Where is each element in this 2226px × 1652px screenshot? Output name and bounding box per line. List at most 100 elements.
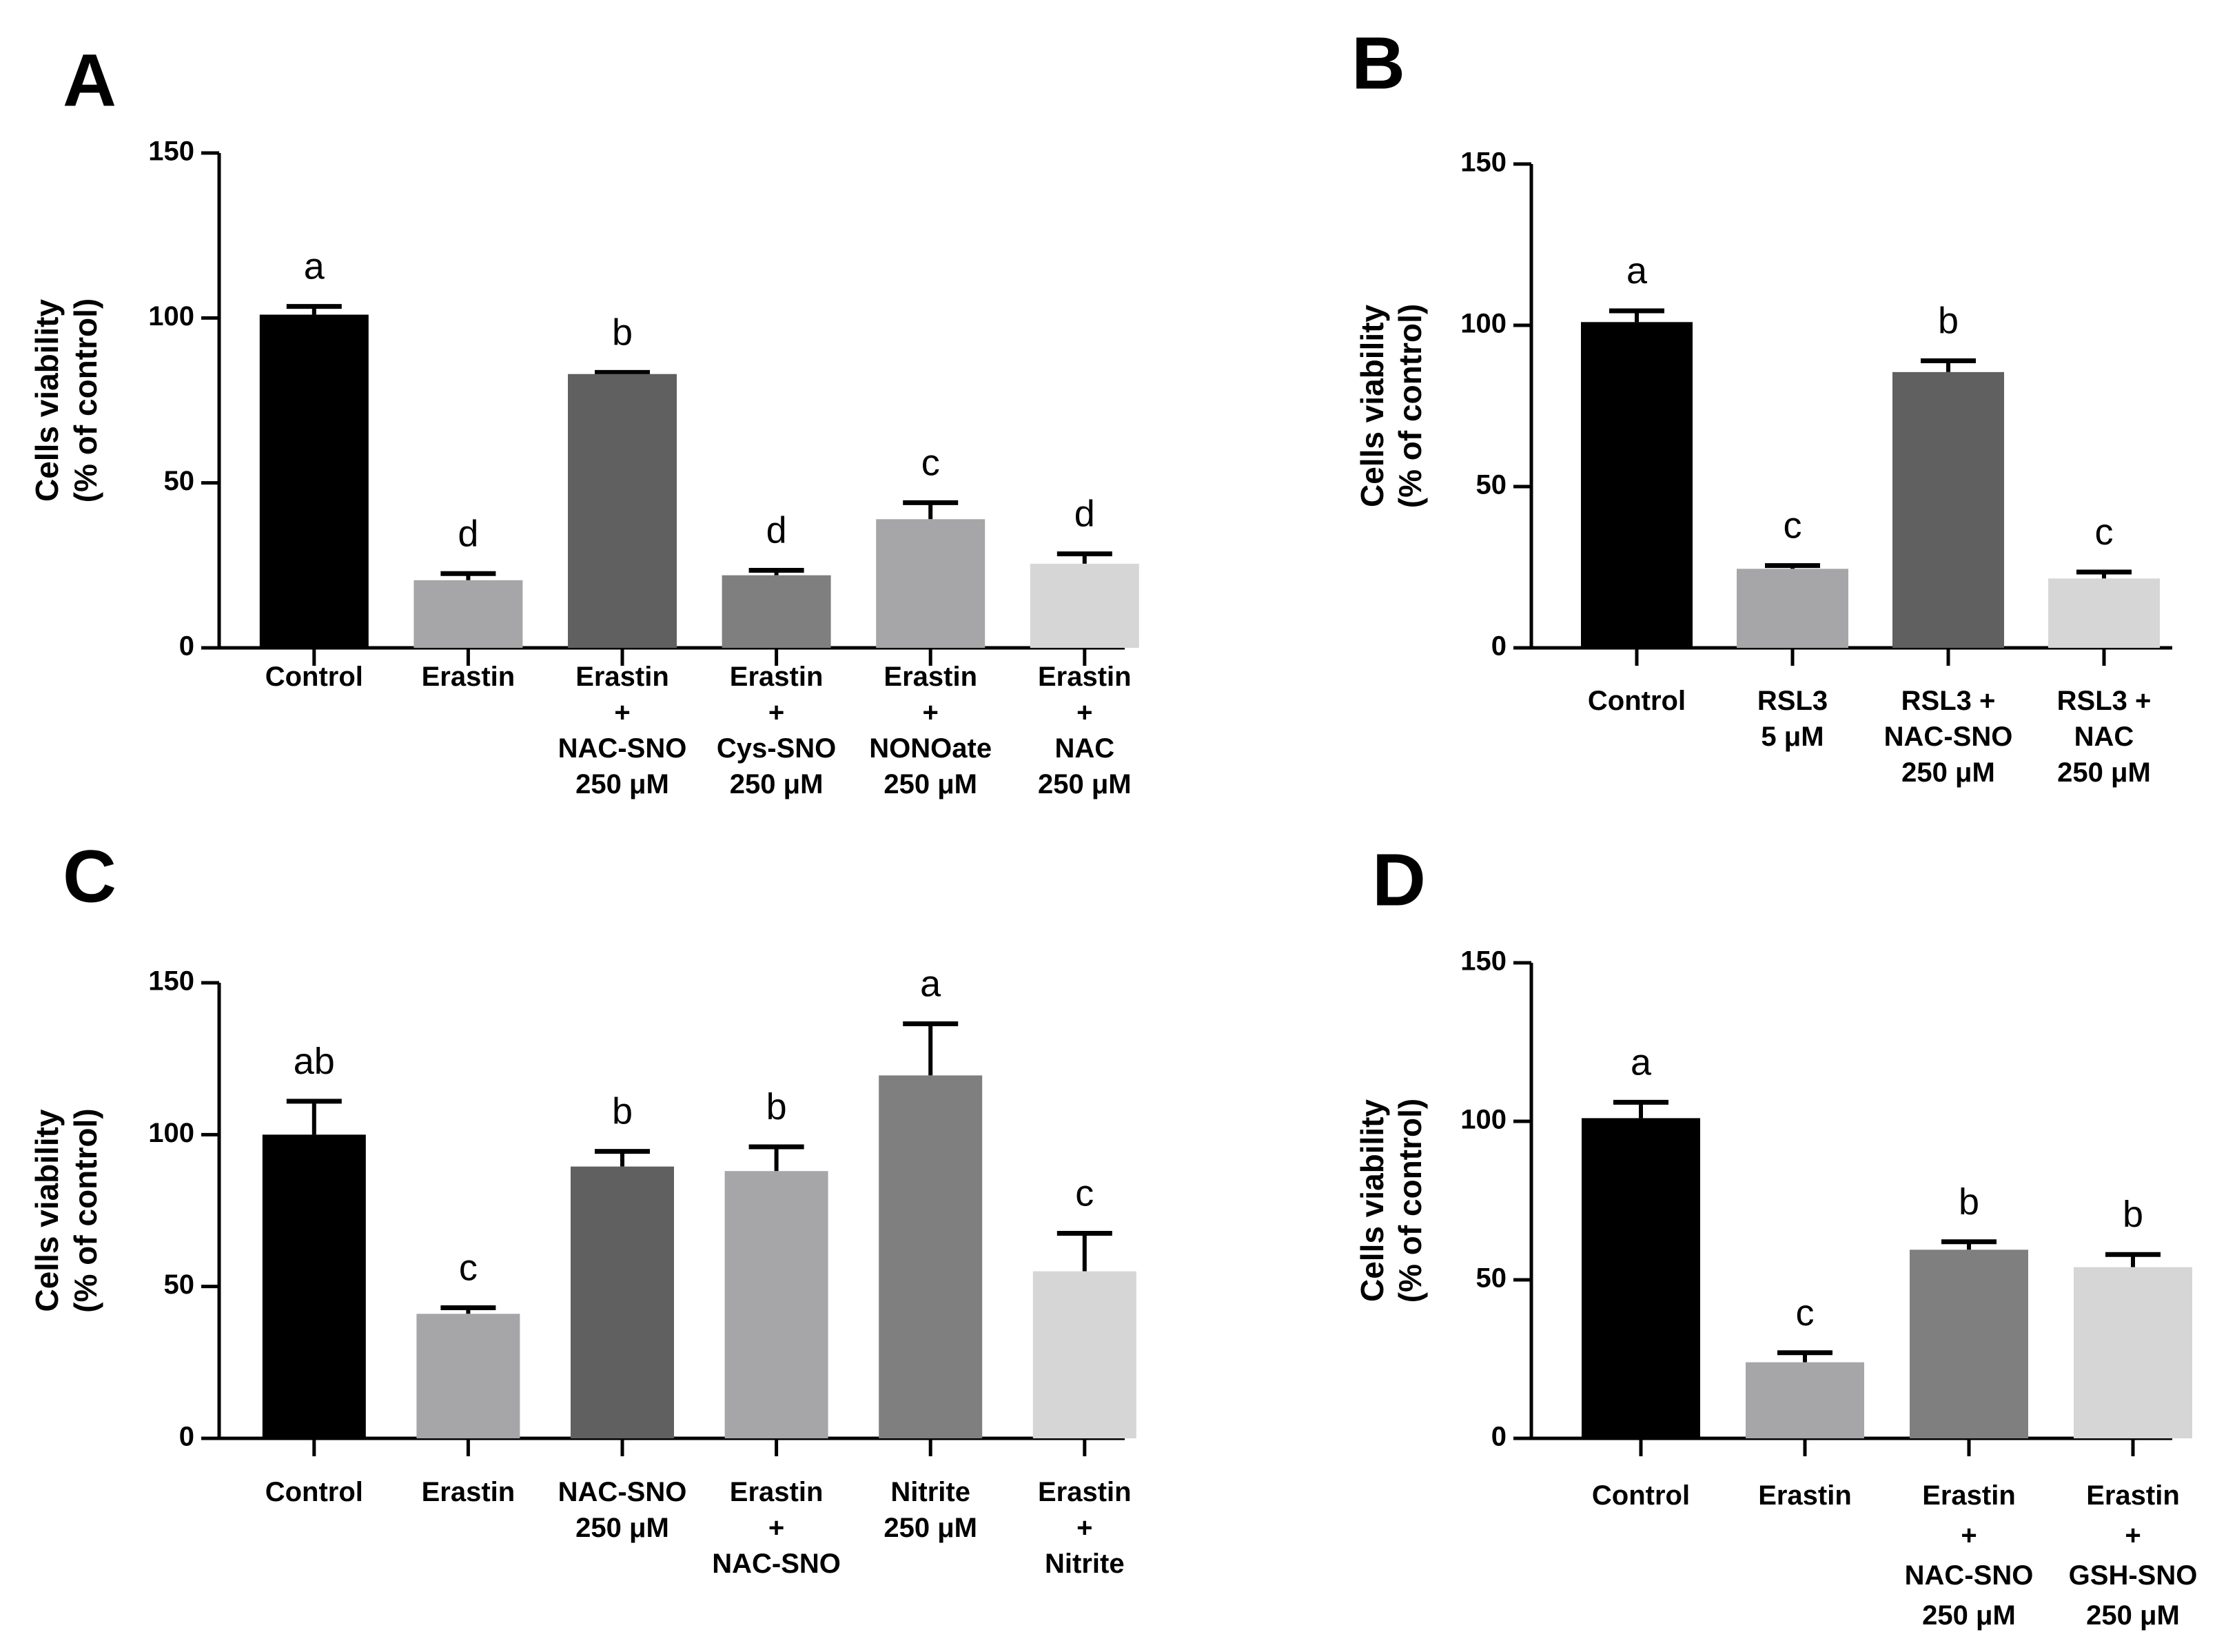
y-axis-label: (% of control) xyxy=(68,298,103,502)
panel-letter: A xyxy=(63,39,116,122)
significance-label: b xyxy=(612,1091,633,1132)
x-category-label: + xyxy=(768,1513,784,1543)
panel-c: C Cells viability (% of control) 0 50 100 150 a… xyxy=(29,835,1136,1579)
x-category-label: NAC-SNO xyxy=(558,1477,687,1507)
significance-label: b xyxy=(1959,1181,1979,1223)
y-tick-label: 150 xyxy=(148,136,194,167)
x-category-label: NAC-SNO xyxy=(1905,1560,2034,1591)
x-category-label: + xyxy=(1076,697,1092,728)
bar xyxy=(259,314,369,648)
bar xyxy=(876,519,986,648)
x-category-label: NAC xyxy=(2074,722,2134,752)
significance-label: c xyxy=(2095,511,2114,553)
significance-label: c xyxy=(1784,505,1802,547)
significance-label: c xyxy=(921,442,940,483)
y-tick-label: 0 xyxy=(1491,631,1507,662)
y-tick-label: 0 xyxy=(1491,1422,1507,1452)
y-axis-label: (% of control) xyxy=(68,1108,103,1312)
x-category-label: Erastin xyxy=(730,662,824,692)
bar xyxy=(413,580,523,648)
x-category-label: Nitrite xyxy=(890,1477,970,1507)
x-category-label: Control xyxy=(265,662,363,692)
significance-label: a xyxy=(920,963,941,1004)
bar xyxy=(1910,1250,2028,1438)
x-category-label: 250 μM xyxy=(1038,769,1132,799)
x-category-label: + xyxy=(768,697,784,728)
significance-label: d xyxy=(766,510,787,551)
bar xyxy=(722,575,831,648)
bar xyxy=(1030,563,1139,648)
x-category-label: 250 μM xyxy=(2086,1600,2180,1631)
x-category-label: Nitrite xyxy=(1045,1549,1125,1579)
y-tick-label: 150 xyxy=(1460,147,1507,178)
x-category-label: + xyxy=(923,697,939,728)
x-category-label: Erastin xyxy=(1758,1480,1852,1511)
x-category-label: NONOate xyxy=(869,733,992,764)
significance-label: b xyxy=(2123,1194,2143,1235)
x-category-label: + xyxy=(2125,1520,2141,1551)
x-category-label: + xyxy=(614,697,630,728)
x-category-label: Erastin xyxy=(575,662,669,692)
x-category-label: Erastin xyxy=(1038,1477,1132,1507)
y-tick-label: 100 xyxy=(148,301,194,332)
x-category-label: RSL3 xyxy=(1757,686,1828,716)
bar xyxy=(571,1166,674,1438)
significance-label: b xyxy=(1938,300,1959,341)
y-tick-label: 100 xyxy=(1460,309,1507,339)
bar xyxy=(416,1314,520,1438)
x-category-label: Control xyxy=(1588,686,1686,716)
bar xyxy=(724,1171,828,1438)
y-axis-label: Cells viability xyxy=(29,299,65,502)
y-tick-label: 0 xyxy=(179,1422,194,1452)
bar xyxy=(1737,569,1848,648)
significance-label: a xyxy=(304,246,325,287)
y-axis-label: (% of control) xyxy=(1392,1099,1428,1303)
bar xyxy=(1032,1271,1136,1438)
x-category-label: NAC-SNO xyxy=(558,733,687,764)
x-category-label: NAC xyxy=(1054,733,1114,764)
significance-label: c xyxy=(459,1247,478,1289)
x-category-label: Control xyxy=(1592,1480,1690,1511)
bar xyxy=(2074,1267,2192,1438)
y-tick-label: 50 xyxy=(164,466,195,496)
x-category-label: Erastin xyxy=(884,662,977,692)
x-category-label: Cys-SNO xyxy=(717,733,836,764)
y-tick-label: 100 xyxy=(1460,1105,1507,1135)
y-axis-label: Cells viability xyxy=(1354,305,1390,507)
x-category-label: GSH-SNO xyxy=(2069,1560,2198,1591)
significance-label: c xyxy=(1796,1292,1815,1334)
x-category-label: Erastin xyxy=(422,1477,515,1507)
x-category-label: Erastin xyxy=(1922,1480,2016,1511)
significance-label: a xyxy=(1631,1041,1652,1083)
panel-letter: D xyxy=(1372,838,1426,921)
y-axis-label: Cells viability xyxy=(29,1109,65,1312)
y-tick-label: 50 xyxy=(164,1269,195,1300)
x-category-label: 250 μM xyxy=(730,769,824,799)
x-category-label: 250 μM xyxy=(1922,1600,2016,1631)
y-axis-label: Cells viability xyxy=(1354,1099,1390,1302)
significance-label: d xyxy=(1074,493,1095,535)
x-category-label: + xyxy=(1961,1520,1977,1551)
panel-b: B Cells viability (% of control) 0 50 100 150 a… xyxy=(1351,21,2172,788)
y-tick-label: 150 xyxy=(148,966,194,997)
x-category-label: 250 μM xyxy=(1901,757,1995,788)
x-category-label: Erastin xyxy=(730,1477,824,1507)
x-category-label: Erastin xyxy=(1038,662,1132,692)
x-category-label: 5 μM xyxy=(1761,722,1824,752)
bar xyxy=(1582,1118,1700,1438)
bar xyxy=(2048,578,2160,648)
significance-label: b xyxy=(766,1086,787,1128)
y-tick-label: 50 xyxy=(1476,470,1507,500)
x-category-label: RSL3 + xyxy=(1901,686,1996,716)
x-category-label: 250 μM xyxy=(2057,757,2151,788)
y-tick-label: 0 xyxy=(179,631,194,662)
y-tick-label: 50 xyxy=(1476,1263,1507,1294)
y-axis-label: (% of control) xyxy=(1392,304,1428,508)
x-category-label: Control xyxy=(265,1477,363,1507)
y-tick-label: 100 xyxy=(148,1118,194,1148)
x-category-label: NAC-SNO xyxy=(712,1549,841,1579)
significance-label: b xyxy=(612,312,633,353)
panel-a: A Cells viability (% of control) 0 50 100 150 a… xyxy=(29,39,1139,799)
significance-label: d xyxy=(458,513,478,554)
